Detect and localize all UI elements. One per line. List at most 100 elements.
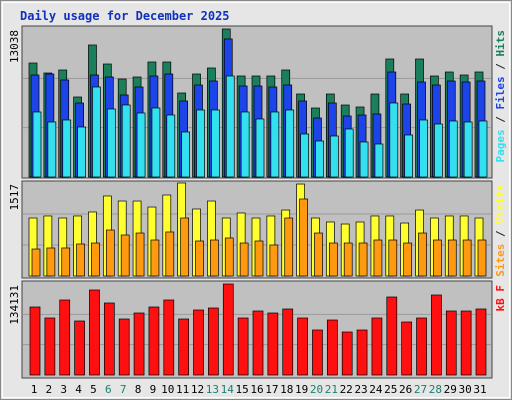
legend-entry: Sites bbox=[494, 244, 507, 277]
bar bbox=[267, 312, 279, 376]
bar bbox=[118, 318, 130, 376]
bar bbox=[133, 312, 145, 376]
bar bbox=[478, 120, 488, 178]
bar bbox=[475, 308, 487, 376]
x-tick-label: 16 bbox=[250, 383, 263, 396]
bar bbox=[62, 119, 72, 178]
bar bbox=[445, 310, 457, 376]
bar bbox=[418, 232, 427, 277]
x-tick-label: 18 bbox=[280, 383, 293, 396]
bar bbox=[373, 239, 383, 277]
chart-title: Daily usage for December 2025 bbox=[20, 9, 230, 23]
bar bbox=[285, 109, 295, 178]
bar bbox=[460, 310, 472, 376]
bar bbox=[433, 239, 442, 277]
x-tick-label: 29 bbox=[444, 383, 457, 396]
bar bbox=[91, 242, 100, 277]
bar bbox=[89, 289, 100, 376]
legend-entry: Files bbox=[494, 76, 507, 109]
bar bbox=[419, 119, 428, 178]
legend: Pages / Files / Hits bbox=[494, 30, 507, 163]
bar bbox=[284, 217, 294, 277]
bar bbox=[163, 299, 175, 376]
legend-separator: / bbox=[494, 110, 507, 130]
x-tick-label: 23 bbox=[354, 383, 367, 396]
bar bbox=[74, 320, 85, 376]
bar bbox=[210, 239, 219, 277]
bar bbox=[326, 319, 338, 376]
legend-entry: Hits bbox=[494, 30, 507, 57]
x-tick-label: 22 bbox=[340, 383, 353, 396]
bar bbox=[341, 331, 353, 376]
x-tick-label: 10 bbox=[161, 383, 174, 396]
bar bbox=[225, 75, 235, 178]
bar bbox=[315, 140, 324, 178]
bar bbox=[150, 239, 160, 277]
bar bbox=[297, 317, 308, 376]
bar bbox=[61, 247, 71, 277]
y-tick-label: 1517 bbox=[8, 184, 21, 211]
bar bbox=[135, 232, 145, 277]
bar bbox=[329, 135, 339, 178]
bar bbox=[237, 317, 249, 376]
bar bbox=[92, 86, 101, 178]
bar bbox=[254, 240, 264, 277]
bar bbox=[416, 317, 427, 376]
bar bbox=[358, 242, 368, 277]
bar bbox=[356, 329, 368, 376]
bar bbox=[403, 242, 413, 277]
x-tick-label: 6 bbox=[105, 383, 112, 396]
bar bbox=[374, 143, 384, 178]
bar bbox=[178, 318, 190, 376]
bar bbox=[282, 308, 294, 376]
legend: Sites / Visits bbox=[494, 184, 507, 277]
bar bbox=[252, 310, 264, 376]
legend-separator: / bbox=[494, 57, 507, 77]
x-tick-label: 26 bbox=[399, 383, 412, 396]
legend-entry: kB F bbox=[494, 285, 507, 312]
bar bbox=[312, 329, 323, 376]
bar bbox=[463, 121, 473, 178]
bar bbox=[240, 111, 250, 178]
x-tick-label: 5 bbox=[90, 383, 97, 396]
bar bbox=[46, 247, 56, 277]
legend: kB F bbox=[494, 285, 507, 312]
bar bbox=[166, 114, 176, 178]
bar bbox=[343, 242, 353, 277]
x-tick-label: 30 bbox=[459, 383, 472, 396]
bar bbox=[181, 131, 191, 178]
bar bbox=[196, 109, 205, 178]
bar bbox=[386, 296, 398, 376]
x-tick-label: 9 bbox=[150, 383, 157, 396]
bar bbox=[47, 121, 57, 178]
bar bbox=[211, 109, 220, 178]
bar bbox=[77, 126, 86, 178]
x-tick-label: 8 bbox=[135, 383, 142, 396]
x-tick-label: 14 bbox=[221, 383, 235, 396]
bar bbox=[299, 198, 308, 277]
bar bbox=[431, 294, 442, 376]
legend-entry: Pages bbox=[494, 129, 507, 162]
bar bbox=[136, 112, 146, 178]
bar bbox=[222, 283, 234, 376]
bar bbox=[76, 243, 85, 277]
x-tick-label: 24 bbox=[369, 383, 383, 396]
x-tick-label: 12 bbox=[191, 383, 204, 396]
x-tick-label: 4 bbox=[75, 383, 82, 396]
bar bbox=[371, 317, 383, 376]
bar bbox=[434, 123, 443, 178]
bar bbox=[477, 239, 487, 277]
bar bbox=[314, 232, 323, 277]
bar bbox=[239, 242, 249, 277]
bar bbox=[59, 299, 71, 376]
legend-entry: Visits bbox=[494, 184, 507, 224]
bar bbox=[121, 104, 131, 178]
bar bbox=[344, 128, 354, 178]
bar bbox=[447, 239, 457, 277]
bar bbox=[29, 306, 41, 376]
x-tick-label: 19 bbox=[295, 383, 308, 396]
bar bbox=[208, 307, 219, 376]
y-tick-label: 13038 bbox=[8, 30, 21, 63]
